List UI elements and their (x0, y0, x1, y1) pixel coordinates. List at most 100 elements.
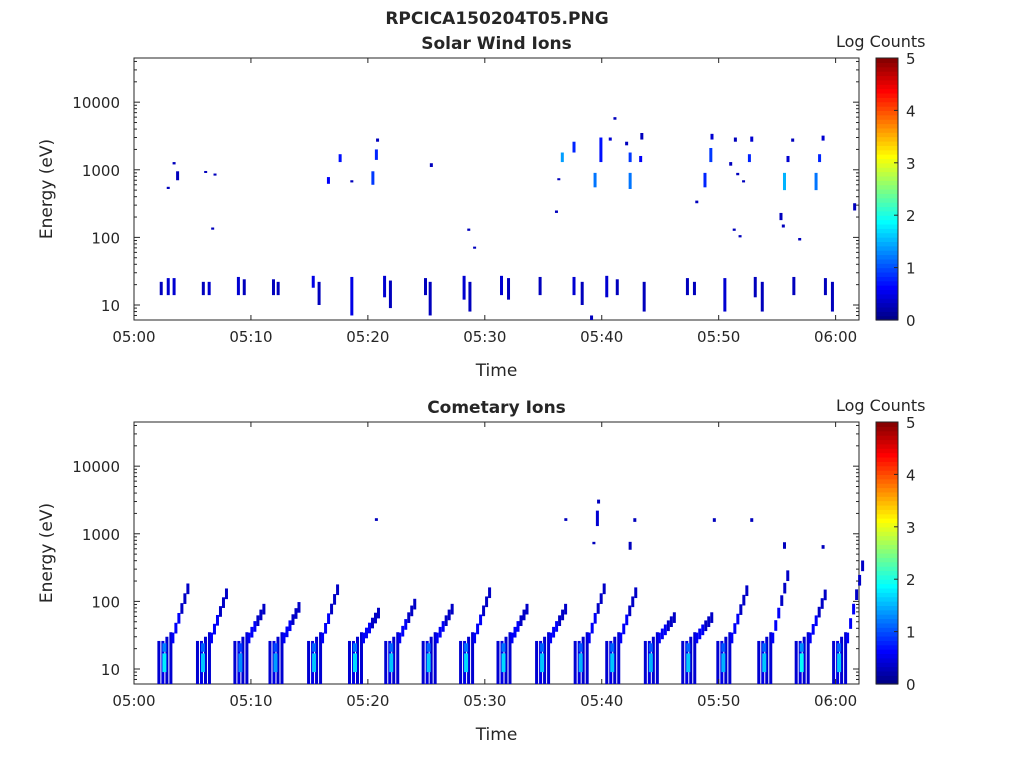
data-cell (791, 138, 795, 142)
data-cell (165, 636, 169, 684)
colorbar-band (876, 662, 898, 668)
data-cell (762, 643, 767, 652)
data-cell (282, 632, 286, 644)
colorbar-tick-label: 4 (906, 466, 916, 484)
data-cell (554, 210, 558, 213)
data-cell (359, 632, 363, 684)
data-cell (710, 612, 714, 623)
data-cell (207, 632, 211, 684)
data-cell (171, 632, 175, 644)
colorbar-band (876, 114, 898, 120)
data-cell (350, 276, 354, 316)
colorbar-band (876, 110, 898, 116)
data-cell (473, 246, 477, 249)
data-cell (280, 632, 284, 684)
data-cell (578, 653, 583, 673)
data-cell (370, 617, 374, 629)
data-cell (459, 640, 463, 684)
colorbar-band (876, 531, 898, 537)
data-cell (732, 228, 736, 231)
data-cell (821, 545, 825, 549)
data-cell (501, 643, 506, 652)
data-cell (473, 632, 477, 644)
data-cell (742, 594, 746, 606)
data-cell (488, 587, 492, 599)
data-cell (786, 155, 790, 163)
x-tick-label: 06:00 (814, 328, 857, 346)
colorbar-band (876, 474, 898, 480)
colorbar-band (876, 439, 898, 445)
data-cell (324, 622, 328, 634)
data-cell (271, 279, 275, 296)
colorbar-band (876, 232, 898, 238)
data-cell (613, 117, 617, 120)
data-cell (771, 632, 775, 644)
data-cell (338, 154, 342, 163)
data-cell (547, 632, 551, 684)
data-cell (389, 653, 394, 673)
data-cell (355, 636, 359, 684)
colorbar-band (876, 618, 898, 624)
data-cell (610, 653, 615, 673)
data-cell (496, 640, 500, 684)
data-cell (172, 162, 176, 165)
data-cell (203, 636, 207, 684)
data-cell (291, 614, 295, 625)
data-cell (849, 618, 853, 629)
data-cell (686, 653, 691, 673)
colorbar-band (876, 448, 898, 454)
data-cell (468, 281, 472, 312)
data-cell (507, 278, 511, 300)
colorbar-band (876, 289, 898, 295)
data-cell (596, 603, 600, 614)
data-cell (429, 636, 433, 684)
data-cell (615, 279, 619, 296)
data-cell (467, 228, 471, 231)
data-cell (510, 632, 514, 644)
data-cell (631, 596, 635, 608)
colorbar-band (876, 579, 898, 585)
data-cell (555, 621, 559, 632)
data-cell (383, 275, 387, 298)
data-cell (364, 627, 368, 639)
data-cell (428, 281, 432, 316)
panel-title: Cometary Ions (427, 398, 566, 418)
data-cell (802, 636, 806, 684)
colorbar-band (876, 293, 898, 299)
data-cell (315, 636, 319, 684)
data-cell (723, 278, 727, 312)
data-cell (846, 632, 850, 644)
y-axis-label: Energy (eV) (37, 503, 57, 603)
colorbar-band (876, 171, 898, 177)
colorbar-band (876, 285, 898, 291)
data-cell (504, 636, 508, 684)
data-cell (832, 640, 836, 684)
colorbar-band (876, 622, 898, 628)
data-cell (593, 612, 597, 624)
data-cell (312, 643, 317, 652)
data-cell (738, 235, 742, 238)
data-cell (333, 594, 337, 605)
data-cell (561, 609, 565, 621)
data-cell (698, 628, 702, 640)
data-cell (207, 281, 211, 296)
data-cell (215, 614, 219, 626)
colorbar-band (876, 430, 898, 436)
data-cell (525, 603, 529, 615)
data-cell (312, 653, 317, 673)
data-cell (707, 616, 711, 628)
data-cell (780, 595, 784, 606)
data-cell (779, 212, 783, 221)
data-cell (769, 632, 773, 684)
data-cell (572, 141, 576, 153)
data-cell (595, 510, 599, 527)
data-cell (786, 570, 790, 582)
colorbar-band (876, 553, 898, 558)
colorbar-band (876, 79, 898, 85)
colorbar-band (876, 158, 898, 164)
colorbar-band (876, 263, 898, 269)
plot-area (133, 421, 860, 685)
data-cell (384, 640, 388, 684)
cometary-ions-panel: 05:00 05:10 05:20 05:30 05:40 05:50 06:0010100… (37, 396, 926, 745)
data-cell (513, 626, 517, 638)
